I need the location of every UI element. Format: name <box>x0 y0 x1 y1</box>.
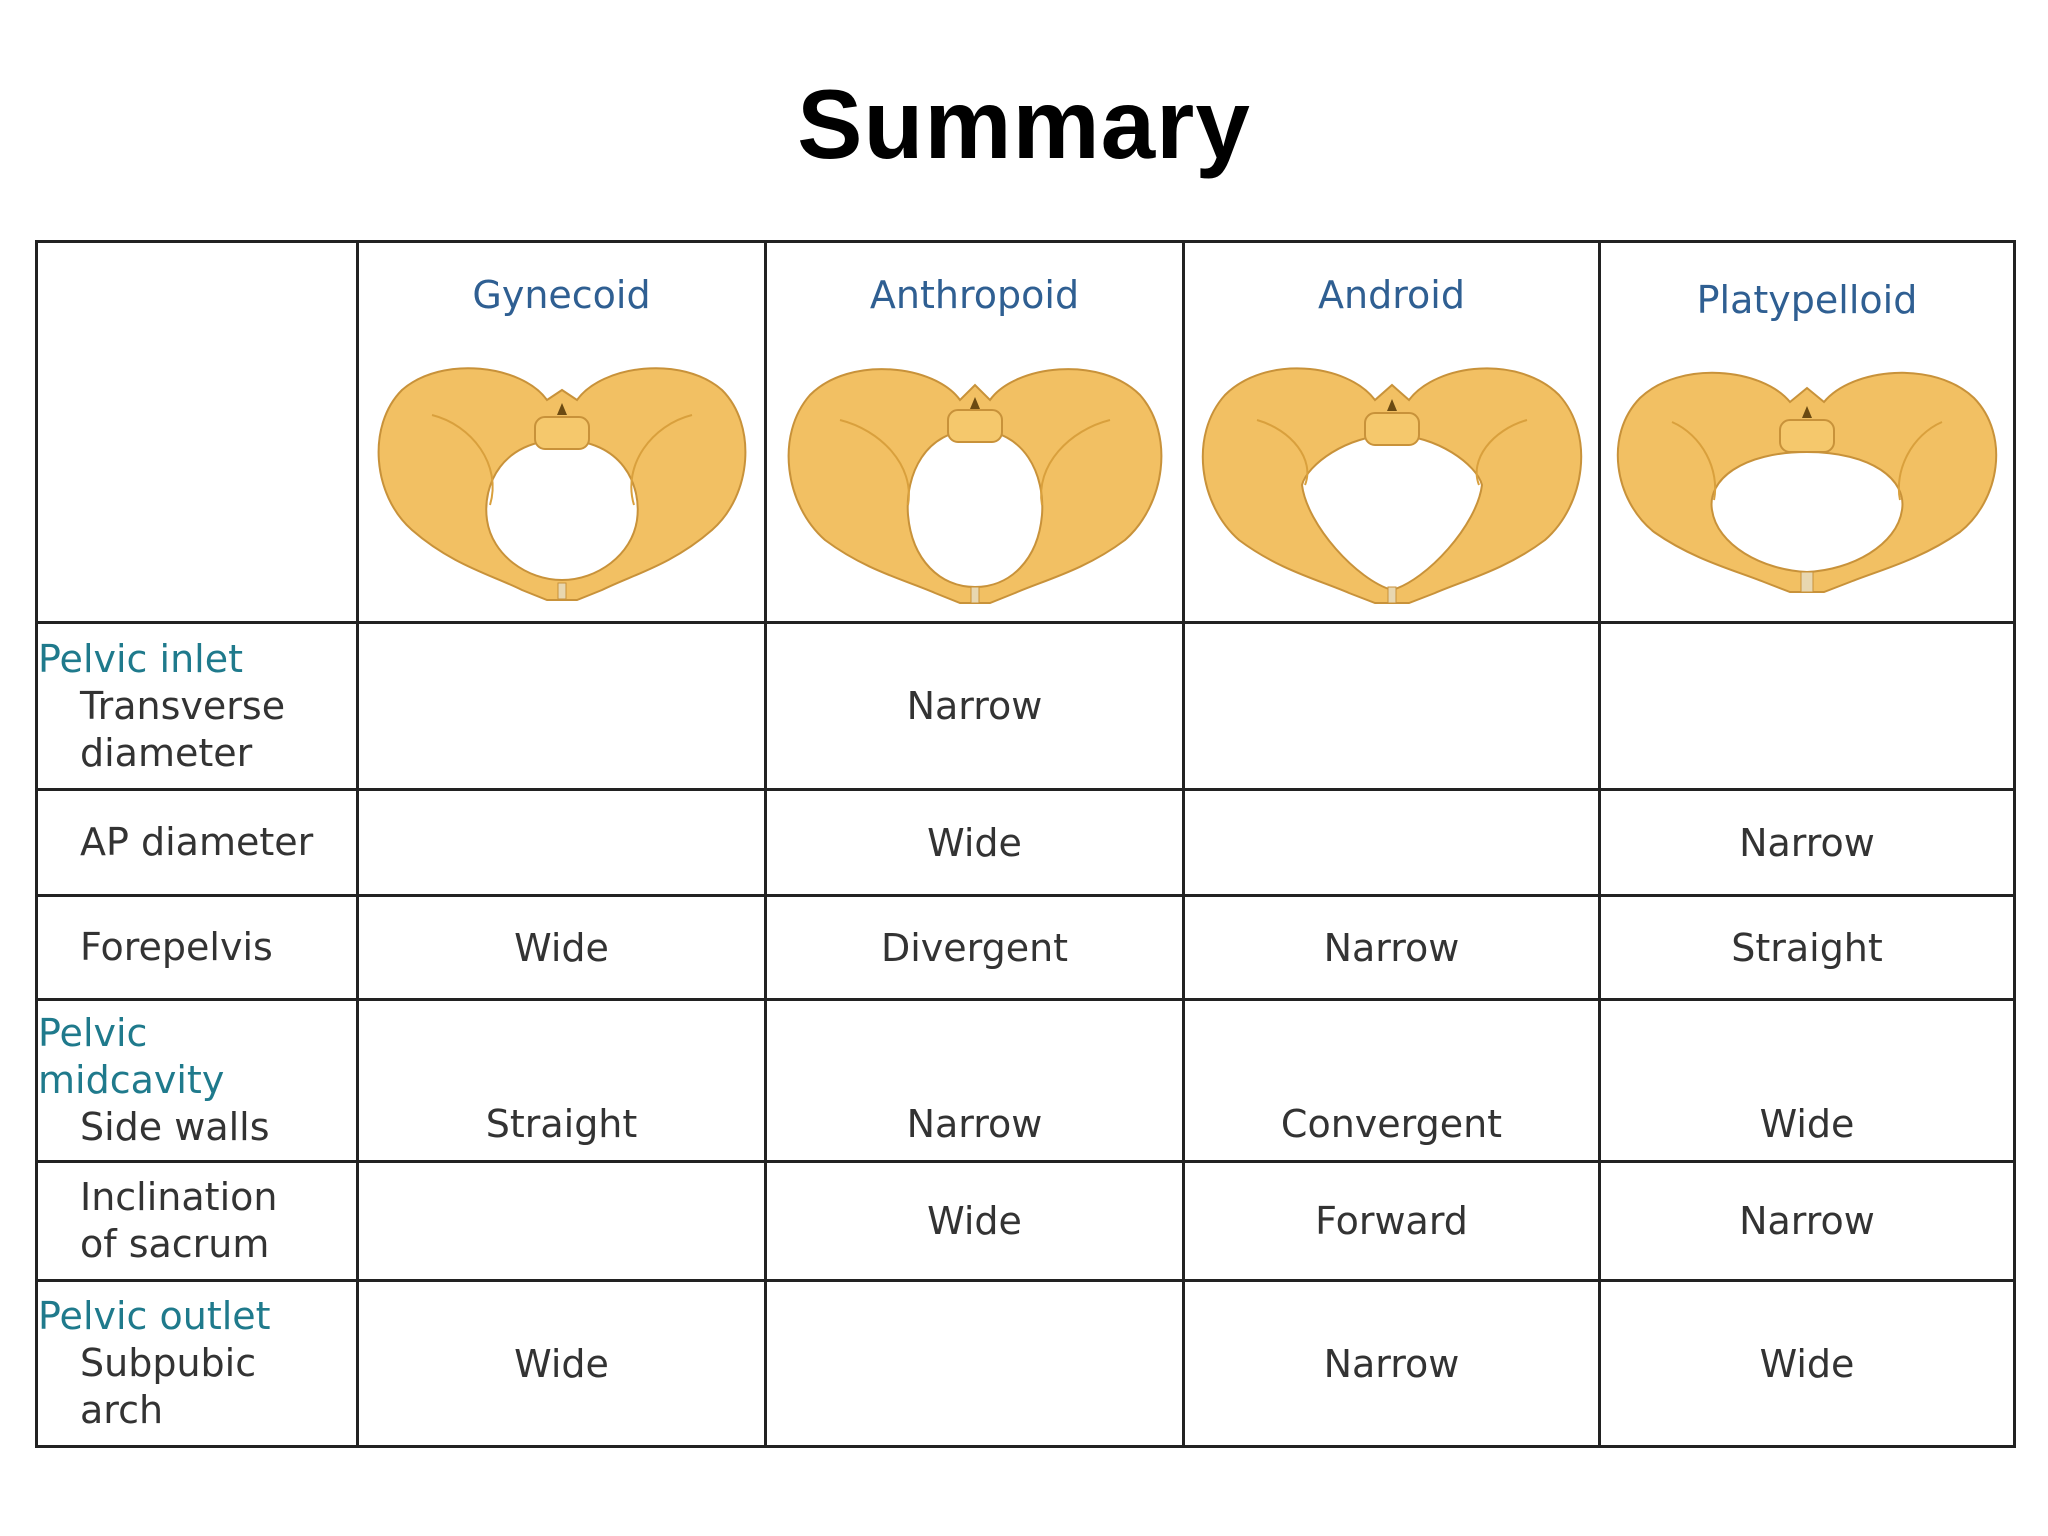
row-label-line: Side walls <box>80 1105 270 1149</box>
table-row: Forepelvis Wide Divergent Narrow Straigh… <box>35 894 2016 1001</box>
type-name: Android <box>1318 273 1465 317</box>
value-cell: Narrow <box>1598 1160 2016 1282</box>
type-name: Anthropoid <box>869 273 1080 317</box>
pelvis-summary-table: Gynecoid Anthropoid <box>35 240 2016 1448</box>
row-label-line: Forepelvis <box>80 925 273 969</box>
table-row: Pelvic midcavity Side walls Straight Nar… <box>35 998 2016 1163</box>
android-pelvis-icon <box>1201 367 1582 604</box>
value-cell <box>1598 621 2016 791</box>
value-cell: Narrow <box>1598 788 2016 897</box>
table-row: Inclination of sacrum Wide Forward Narro… <box>35 1160 2016 1282</box>
value-cell <box>356 621 767 791</box>
value-cell <box>356 788 767 897</box>
col-header-gynecoid: Gynecoid <box>356 240 767 624</box>
row-label: Pelvic midcavity Side walls <box>35 998 359 1163</box>
value-cell <box>356 1160 767 1282</box>
value-cell: Wide <box>356 1279 767 1448</box>
value-cell: Narrow <box>764 998 1185 1163</box>
table-row: AP diameter Wide Narrow <box>35 788 2016 897</box>
header-row: Gynecoid Anthropoid <box>35 240 2016 624</box>
col-header-android: Android <box>1182 240 1601 624</box>
row-label-line: AP diameter <box>80 820 314 864</box>
table-row: Pelvic inlet Transverse diameter Narrow <box>35 621 2016 791</box>
group-label: Pelvic outlet <box>38 1294 271 1338</box>
value-cell <box>1182 788 1601 897</box>
value-cell <box>764 1279 1185 1448</box>
group-label: midcavity <box>38 1058 225 1102</box>
value-cell: Divergent <box>764 894 1185 1001</box>
type-name: Gynecoid <box>472 273 651 317</box>
row-label: Forepelvis <box>35 894 359 1001</box>
row-label-line: Subpubic <box>80 1341 257 1385</box>
gynecoid-pelvis-icon <box>377 367 746 601</box>
value-cell: Wide <box>1598 998 2016 1163</box>
row-label: Pelvic outlet Subpubic arch <box>35 1279 359 1448</box>
value-cell: Narrow <box>1182 894 1601 1001</box>
value-cell: Wide <box>764 788 1185 897</box>
value-cell <box>1182 621 1601 791</box>
type-name: Platypelloid <box>1696 278 1918 322</box>
value-cell: Forward <box>1182 1160 1601 1282</box>
group-label: Pelvic inlet <box>38 636 243 681</box>
row-label-line: Transverse <box>80 683 286 728</box>
value-cell: Convergent <box>1182 998 1601 1163</box>
value-cell: Narrow <box>1182 1279 1601 1448</box>
corner-cell <box>35 240 359 624</box>
row-label: Inclination of sacrum <box>35 1160 359 1282</box>
value-cell: Narrow <box>764 621 1185 791</box>
value-cell: Wide <box>356 894 767 1001</box>
row-label-line: diameter <box>80 730 253 775</box>
value-cell: Wide <box>1598 1279 2016 1448</box>
value-cell: Straight <box>1598 894 2016 1001</box>
page-title: Summary <box>797 69 1251 179</box>
row-label: AP diameter <box>35 788 359 897</box>
col-header-anthropoid: Anthropoid <box>764 240 1185 624</box>
group-label: Pelvic <box>38 1011 148 1055</box>
row-label: Pelvic inlet Transverse diameter <box>35 621 359 791</box>
value-cell: Straight <box>356 998 767 1163</box>
row-label-line: of sacrum <box>80 1222 270 1266</box>
platypelloid-pelvis-icon <box>1616 371 1998 593</box>
table-row: Pelvic outlet Subpubic arch Wide Narrow … <box>35 1279 2016 1448</box>
col-header-platypelloid: Platypelloid <box>1598 240 2016 624</box>
value-cell: Wide <box>764 1160 1185 1282</box>
row-label-line: Inclination <box>80 1175 278 1219</box>
row-label-line: arch <box>80 1388 164 1432</box>
anthropoid-pelvis-icon <box>787 368 1162 604</box>
